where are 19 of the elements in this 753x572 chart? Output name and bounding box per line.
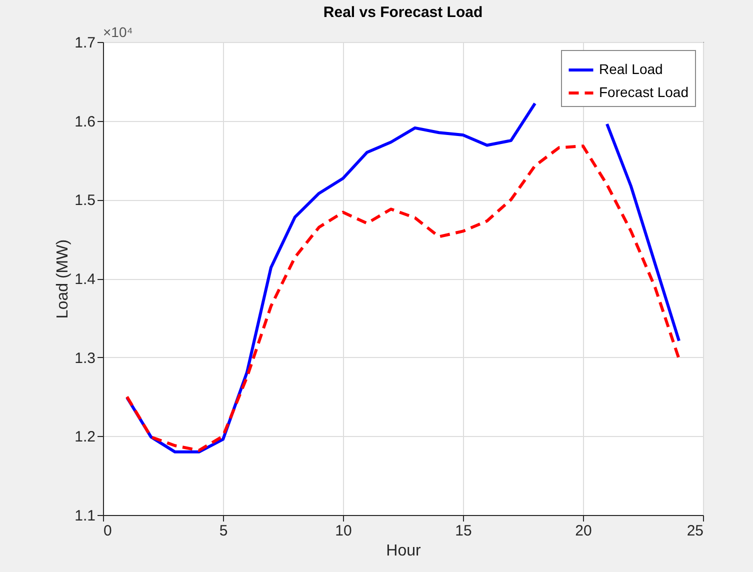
text: ×10⁴ [103,24,133,40]
x-tick-label: 25 [686,522,704,540]
y-tick-label: 1.1 [74,508,96,524]
y-axis-title: Load (MW) [54,239,72,319]
x-axis-title: Hour [386,542,422,560]
y-tick-label: 1.7 [74,34,96,52]
legend-label: Forecast Load [599,84,688,100]
x-tick-label: 0 [104,522,112,540]
legend-label: Real Load [599,61,663,77]
y-tick-label: 1.2 [74,428,96,446]
x-tick-label: 10 [335,522,352,540]
y-tick-label: 1.5 [74,192,96,210]
x-tick-label: 5 [219,522,228,540]
y-tick-label: 1.3 [74,350,96,367]
chart-title: Real vs Forecast Load [323,4,483,21]
x-tick-label: 15 [455,522,472,540]
x-tick-label: 20 [575,522,592,540]
y-tick-label: 1.4 [74,271,96,288]
y-tick-label: 1.6 [74,113,96,130]
